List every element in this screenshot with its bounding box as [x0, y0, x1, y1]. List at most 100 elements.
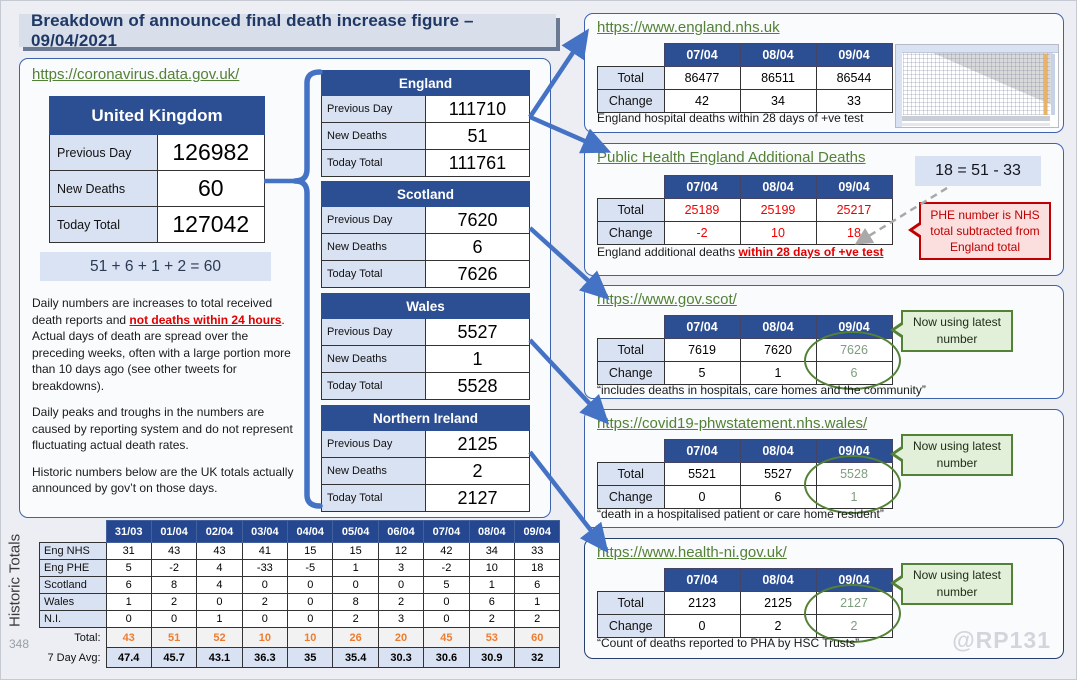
- phe-table: 07/04 08/04 09/04 Total 25189 25199 2521…: [597, 175, 893, 245]
- phe-callout: PHE number is NHS total subtracted from …: [908, 202, 1051, 260]
- page-number: 348: [9, 637, 30, 651]
- england-nhs-total-0904: 86544: [815, 65, 893, 90]
- note-red-phrase: not deaths within 24 hours: [129, 312, 282, 327]
- scotland-change-0804: 1: [739, 360, 817, 385]
- note-paragraph-1: Daily numbers are increases to total rec…: [32, 296, 291, 393]
- gov-scot-link[interactable]: https://www.gov.scot/: [597, 291, 737, 308]
- change-row-label: Change: [597, 88, 665, 113]
- hist-row-total: Total: 43 51 52 10 10 26 20 45 53 60: [40, 627, 561, 648]
- phe-change-0904: 18: [815, 220, 893, 245]
- phe-change-0704: -2: [663, 220, 741, 245]
- nhs-wales-link[interactable]: https://covid19-phwstatement.nhs.wales/: [597, 415, 868, 432]
- england-nhs-total-0804: 86511: [739, 65, 817, 90]
- scotland-change-0704: 5: [663, 360, 741, 385]
- hist-col-0804: 08/04: [468, 520, 516, 543]
- col-0804: 08/04: [739, 43, 817, 67]
- ni-today-total-value: 2127: [425, 484, 530, 512]
- wales-today-total-label: Today Total: [321, 372, 426, 400]
- note-paragraph-2: Daily peaks and troughs in the numbers a…: [32, 405, 293, 453]
- uk-previous-day-label: Previous Day: [49, 134, 158, 171]
- england-table: England Previous Day 111710 New Deaths 5…: [321, 70, 530, 177]
- hist-label-scotland: Scotland: [39, 576, 107, 594]
- wales-previous-day-label: Previous Day: [321, 318, 426, 346]
- hist-avg-label: 7 Day Avg:: [47, 651, 101, 664]
- col-0704: 07/04: [663, 315, 741, 339]
- scotland-new-deaths-label: New Deaths: [321, 233, 426, 261]
- scotland-today-total-label: Today Total: [321, 260, 426, 288]
- watermark: @RP131: [952, 627, 1051, 653]
- notes-text: Daily numbers are increases to total rec…: [32, 295, 294, 507]
- scotland-new-deaths-value: 6: [425, 233, 530, 261]
- sum-equation: 51 + 6 + 1 + 2 = 60: [40, 252, 271, 281]
- wales-panel: https://covid19-phwstatement.nhs.wales/ …: [584, 409, 1064, 528]
- total-row-label: Total: [597, 461, 665, 486]
- england-new-deaths-value: 51: [425, 122, 530, 150]
- historic-totals-table: 31/03 01/04 02/04 03/04 04/04 05/04 06/0…: [39, 520, 561, 668]
- hist-label-ni: N.I.: [39, 610, 107, 628]
- hist-label-eng-phe: Eng PHE: [39, 559, 107, 577]
- hist-col-0504: 05/04: [332, 520, 379, 543]
- uk-breakdown-panel: https://coronavirus.data.gov.uk/ United …: [19, 58, 551, 518]
- england-nhs-panel: https://www.england.nhs.uk 07/04 08/04 0…: [584, 13, 1064, 133]
- wales-previous-day-value: 5527: [425, 318, 530, 346]
- hist-col-0304: 03/04: [241, 520, 289, 543]
- hist-row-eng-nhs: Eng NHS 31 43 43 41 15 15 12 42 34 33: [39, 542, 561, 560]
- col-0704: 07/04: [663, 568, 741, 592]
- northern-ireland-table-title: Northern Ireland: [321, 405, 530, 431]
- scotland-panel: https://www.gov.scot/ 07/04 08/04 09/04 …: [584, 285, 1064, 399]
- scotland-caption: “includes deaths in hospitals, care home…: [597, 383, 926, 397]
- phe-link[interactable]: Public Health England Additional Deaths: [597, 149, 866, 166]
- ni-change-0804: 2: [739, 613, 817, 638]
- uk-table: United Kingdom Previous Day 126982 New D…: [49, 96, 265, 243]
- ni-today-total-label: Today Total: [321, 484, 426, 512]
- note-paragraph-3: Historic numbers below are the UK totals…: [32, 464, 294, 496]
- england-previous-day-value: 111710: [425, 95, 530, 123]
- england-today-total-label: Today Total: [321, 149, 426, 177]
- title-banner: Breakdown of announced final death incre…: [19, 11, 556, 50]
- latest-number-circle: [804, 455, 901, 514]
- hist-col-0704: 07/04: [423, 520, 470, 543]
- phe-total-0904: 25217: [815, 197, 893, 222]
- hist-label-wales: Wales: [39, 593, 107, 611]
- now-using-latest-badge: Now using latest number: [890, 563, 1013, 605]
- now-using-latest-badge: Now using latest number: [890, 310, 1013, 352]
- equation-box: 18 = 51 - 33: [915, 156, 1041, 186]
- hist-col-0604: 06/04: [377, 520, 425, 543]
- wales-today-total-value: 5528: [425, 372, 530, 400]
- total-row-label: Total: [597, 197, 665, 222]
- col-0704: 07/04: [663, 439, 741, 463]
- england-nhs-table: 07/04 08/04 09/04 Total 86477 86511 8654…: [597, 43, 893, 113]
- northern-ireland-table: Northern Ireland Previous Day 2125 New D…: [321, 405, 530, 512]
- col-0804: 08/04: [739, 175, 817, 199]
- page-title: Breakdown of announced final death incre…: [31, 10, 474, 50]
- wales-new-deaths-value: 1: [425, 345, 530, 373]
- latest-number-circle: [804, 584, 901, 643]
- ni-previous-day-value: 2125: [425, 430, 530, 458]
- hist-col-0404: 04/04: [287, 520, 334, 543]
- ni-total-0804: 2125: [739, 590, 817, 615]
- spreadsheet-thumbnail: [895, 44, 1059, 128]
- coronavirus-data-link[interactable]: https://coronavirus.data.gov.uk/: [32, 66, 240, 83]
- hist-row-7day-avg: 7 Day Avg: 47.4 45.7 43.1 36.3 35 35.4 30.3…: [40, 647, 561, 668]
- hist-col-0104: 01/04: [150, 520, 198, 543]
- england-previous-day-label: Previous Day: [321, 95, 426, 123]
- col-0704: 07/04: [663, 43, 741, 67]
- phe-total-0804: 25199: [739, 197, 817, 222]
- ni-new-deaths-label: New Deaths: [321, 457, 426, 485]
- phe-total-0704: 25189: [663, 197, 741, 222]
- england-nhs-link[interactable]: https://www.england.nhs.uk: [597, 19, 780, 36]
- uk-new-deaths-label: New Deaths: [49, 170, 158, 207]
- phe-caption-red-phrase: within 28 days of +ve test: [738, 245, 884, 259]
- hist-col-0204: 02/04: [196, 520, 243, 543]
- scotland-table-title: Scotland: [321, 181, 530, 207]
- ni-change-0704: 0: [663, 613, 741, 638]
- scotland-today-total-value: 7626: [425, 260, 530, 288]
- health-ni-link[interactable]: https://www.health-ni.gov.uk/: [597, 544, 787, 561]
- now-using-latest-badge: Now using latest number: [890, 434, 1013, 476]
- england-nhs-change-0904: 33: [815, 88, 893, 113]
- england-nhs-change-0704: 42: [663, 88, 741, 113]
- england-nhs-change-0804: 34: [739, 88, 817, 113]
- phe-caption: England additional deaths within 28 days…: [597, 245, 884, 259]
- uk-previous-day-value: 126982: [156, 134, 265, 171]
